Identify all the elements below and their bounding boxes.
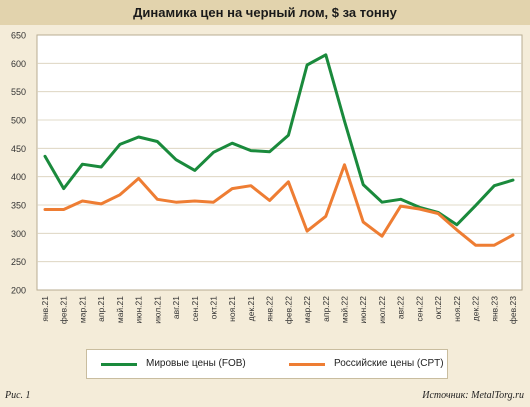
x-tick-label: ноя.22	[452, 296, 462, 322]
x-tick-label: фев.22	[283, 296, 293, 324]
y-tick-label: 250	[11, 257, 26, 267]
x-tick-label: май.22	[340, 296, 350, 323]
x-tick-label: янв.21	[40, 296, 50, 322]
x-tick-label: янв.22	[265, 296, 275, 322]
y-tick-label: 200	[11, 286, 26, 296]
x-tick-label: фев.23	[508, 296, 518, 324]
x-tick-label: июл.21	[152, 296, 162, 324]
x-tick-label: апр.22	[321, 296, 331, 322]
y-tick-label: 550	[11, 87, 26, 97]
x-tick-label: янв.23	[489, 296, 499, 322]
x-tick-label: июн.22	[358, 296, 368, 324]
plot-area	[36, 34, 523, 291]
legend-swatch-russia	[289, 363, 325, 366]
series-line-russia	[43, 163, 515, 247]
x-tick-label: июл.22	[377, 296, 387, 324]
x-tick-label: фев.21	[59, 296, 69, 324]
x-tick-label: авг.21	[171, 296, 181, 319]
line-chart: 200 250 300 350 400 450 500 550 600 650 янв.21 фев…	[11, 31, 523, 324]
y-tick-label: 600	[11, 59, 26, 69]
x-tick-label: дек.21	[246, 296, 256, 321]
y-tick-label: 500	[11, 116, 26, 126]
x-tick-label: ноя.21	[227, 296, 237, 322]
source-label: Источник: MetalTorg.ru	[422, 390, 524, 401]
y-tick-label: 400	[11, 172, 26, 182]
legend-swatch-world	[101, 363, 137, 366]
y-tick-label: 450	[11, 144, 26, 154]
figure-label: Рис. 1	[5, 390, 31, 401]
x-tick-label: июн.21	[134, 296, 144, 324]
y-tick-label: 650	[11, 31, 26, 41]
x-tick-label: апр.21	[96, 296, 106, 322]
legend-label-russia: Российские цены (CPT)	[334, 358, 444, 369]
x-tick-label: май.21	[115, 296, 125, 323]
y-tick-label: 300	[11, 229, 26, 239]
x-tick-label: авг.22	[396, 296, 406, 319]
chart-title: Динамика цен на черный лом, $ за тонну	[0, 0, 530, 25]
x-tick-label: мар.21	[77, 296, 87, 323]
x-tick-label: сен.22	[414, 296, 424, 322]
legend-label-world: Мировые цены (FOB)	[146, 358, 246, 369]
x-tick-label: окт.21	[208, 296, 218, 320]
x-tick-label: сен.21	[190, 296, 200, 322]
x-tick-label: окт.22	[433, 296, 443, 320]
legend: Мировые цены (FOB) Российские цены (CPT)	[86, 349, 448, 379]
x-tick-label: мар.22	[302, 296, 312, 323]
x-tick-label: дек.22	[471, 296, 481, 321]
y-tick-label: 350	[11, 201, 26, 211]
